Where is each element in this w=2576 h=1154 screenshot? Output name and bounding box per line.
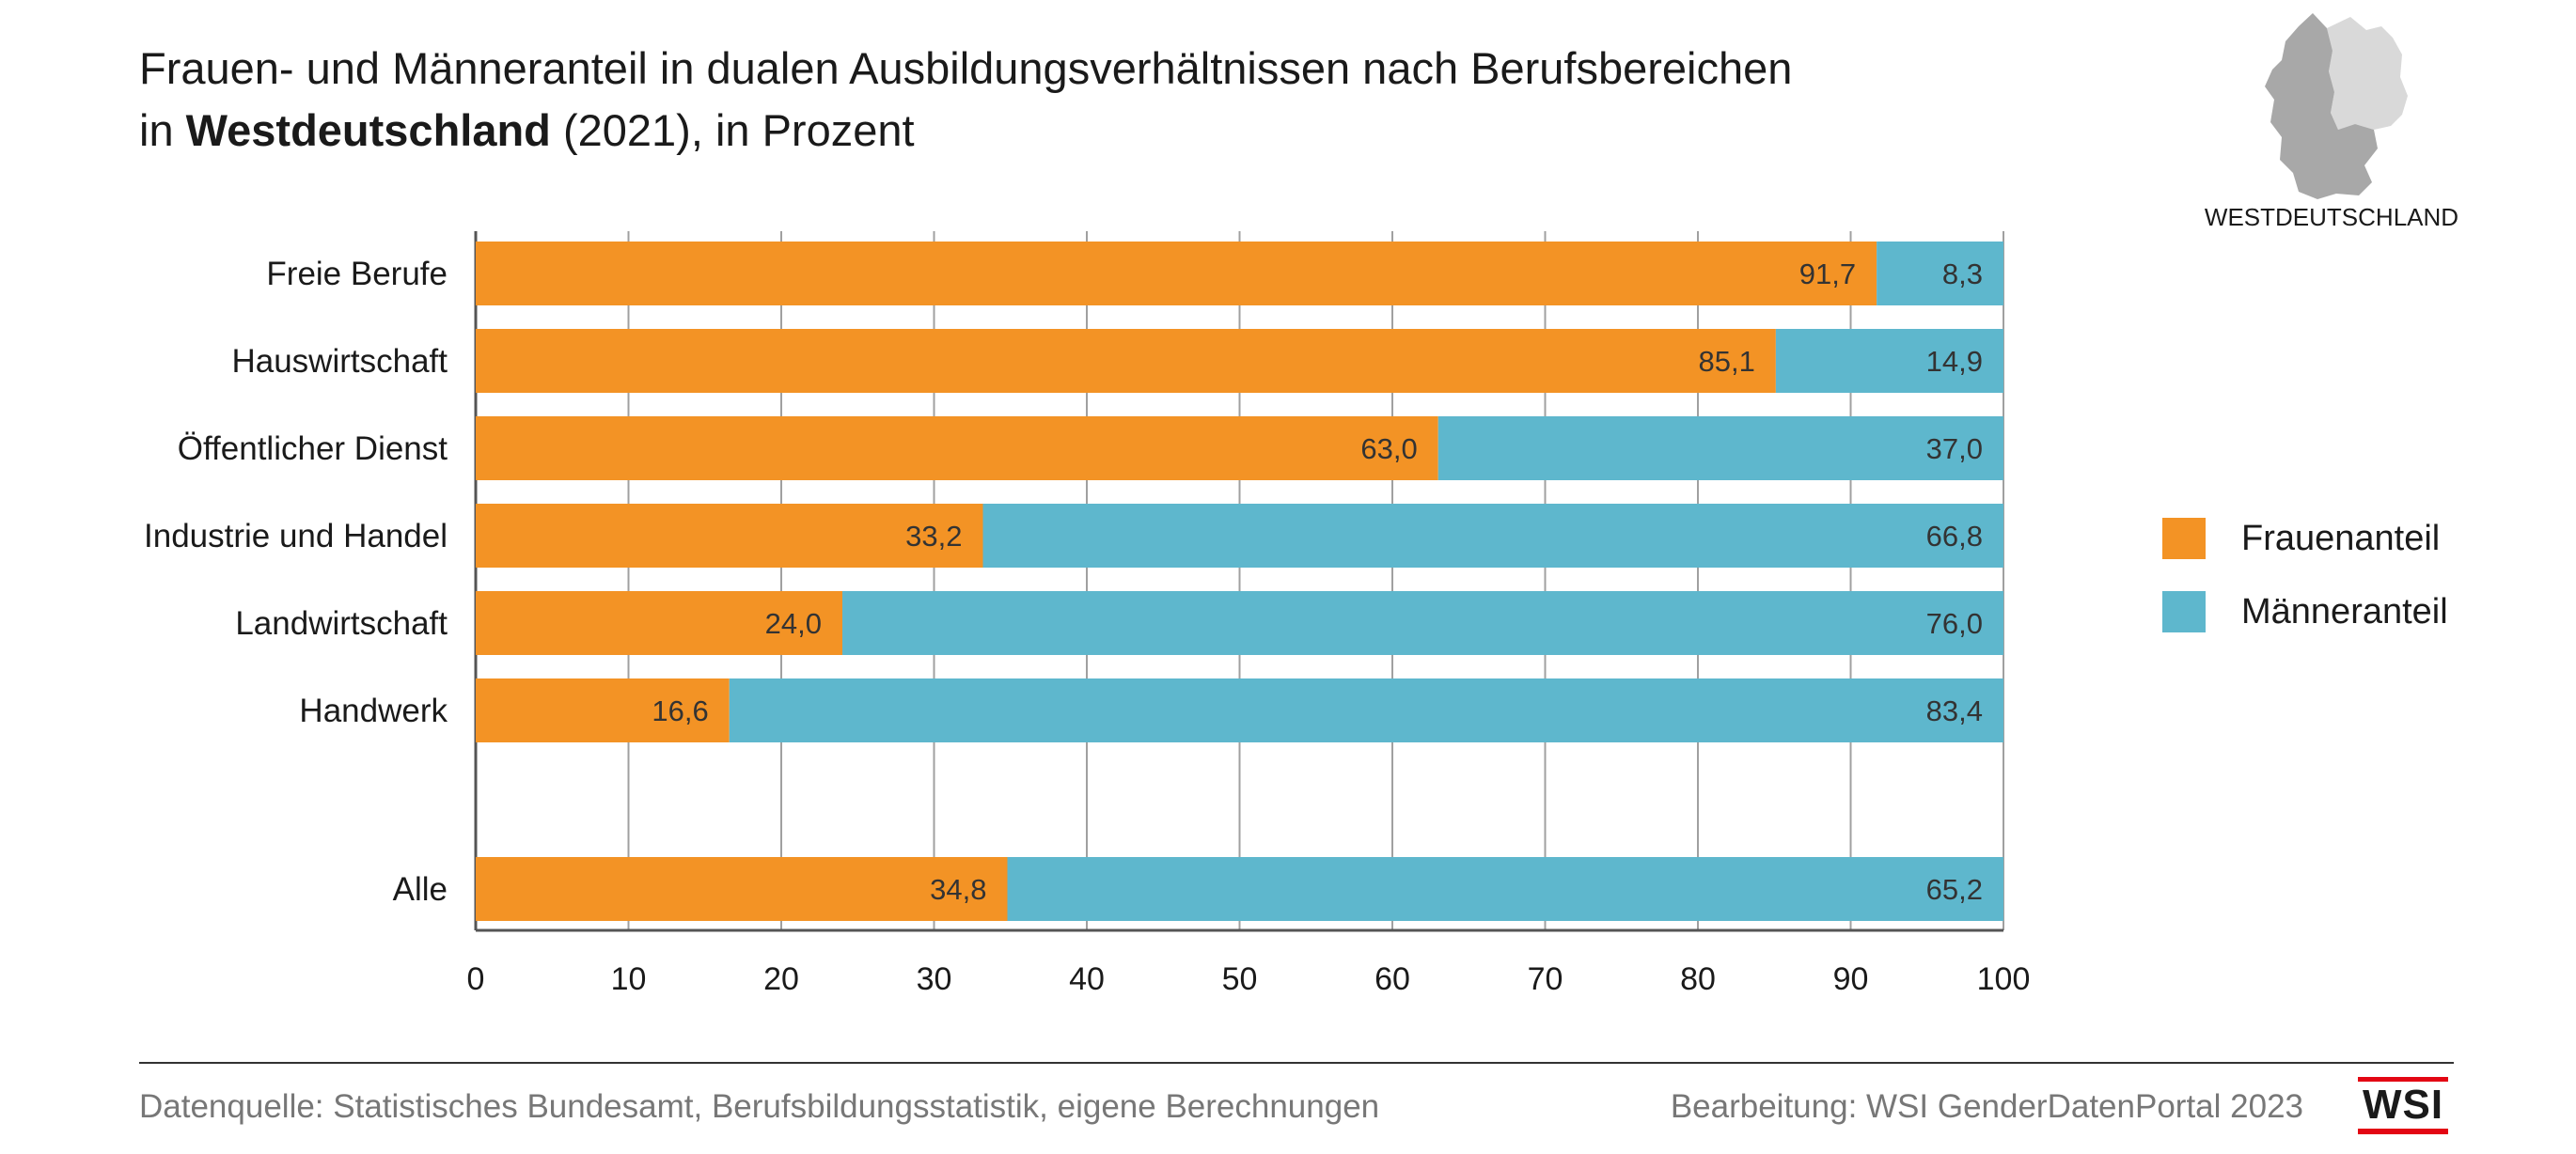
bar-segment-maenner [982, 504, 2003, 568]
credit-text: Bearbeitung: WSI GenderDatenPortal 2023 [1670, 1088, 2303, 1125]
x-tick-label: 40 [1069, 961, 1105, 997]
category-label: Freie Berufe [266, 256, 448, 292]
chart-title: Frauen- und Männeranteil in dualen Ausbi… [139, 38, 1792, 162]
bar-segment-maenner [842, 591, 2003, 655]
x-tick-label: 20 [763, 961, 799, 997]
wsi-logo-bottom-bar [2358, 1129, 2448, 1134]
title-line-1: Frauen- und Männeranteil in dualen Ausbi… [139, 43, 1793, 93]
category-label: Landwirtschaft [235, 605, 448, 642]
category-label: Alle [393, 871, 448, 908]
wsi-logo: WSI [2358, 1077, 2448, 1137]
x-tick-label: 100 [1977, 961, 2031, 997]
title-suffix: (2021), in Prozent [550, 105, 915, 155]
map-label: WESTDEUTSCHLAND [2204, 203, 2459, 231]
data-label: 16,6 [652, 694, 708, 727]
footer-divider [139, 1062, 2454, 1064]
legend-label-maenner: Männeranteil [2241, 591, 2448, 632]
legend-label-frauen: Frauenanteil [2241, 518, 2441, 558]
title-region: Westdeutschland [185, 105, 551, 155]
legend-swatch-frauen [2162, 518, 2206, 559]
bar-segment-maenner [1775, 329, 2003, 393]
data-label: 8,3 [1942, 257, 1983, 290]
category-label: Industrie und Handel [144, 518, 448, 554]
legend-item-maenner: Männeranteil [2162, 588, 2448, 635]
title-line-2: in Westdeutschland (2021), in Prozent [139, 100, 1792, 162]
bar-segment-maenner [1437, 416, 2003, 480]
data-label: 65,2 [1926, 873, 1983, 906]
data-label: 37,0 [1926, 432, 1983, 465]
bar-segment-frauen [476, 678, 730, 742]
wsi-logo-top-bar [2358, 1077, 2448, 1082]
data-label: 83,4 [1926, 694, 1983, 727]
x-tick-label: 10 [611, 961, 647, 997]
bar-segment-maenner [729, 678, 2003, 742]
x-tick-label: 80 [1680, 961, 1716, 997]
germany-map-icon [2265, 13, 2408, 199]
data-label: 66,8 [1926, 520, 1983, 553]
x-tick-label: 70 [1528, 961, 1563, 997]
data-label: 85,1 [1699, 345, 1755, 378]
map-east-region [2327, 17, 2408, 130]
data-label: 63,0 [1360, 432, 1417, 465]
data-label: 91,7 [1799, 257, 1856, 290]
bar-segment-frauen [476, 242, 1877, 305]
data-label: 33,2 [905, 520, 962, 553]
bar-segment-frauen [476, 504, 983, 568]
data-label: 24,0 [765, 607, 822, 640]
data-label: 76,0 [1926, 607, 1983, 640]
bar-segment-maenner [1877, 242, 2003, 305]
data-source: Datenquelle: Statistisches Bundesamt, Be… [139, 1088, 1380, 1125]
bar-segment-frauen [476, 591, 842, 655]
category-label: Öffentlicher Dienst [178, 430, 448, 467]
x-tick-label: 50 [1222, 961, 1258, 997]
category-label: Hauswirtschaft [231, 343, 448, 380]
x-tick-label: 30 [917, 961, 952, 997]
wsi-logo-text: WSI [2362, 1082, 2444, 1128]
legend: Frauenanteil Männeranteil [2162, 515, 2448, 662]
legend-swatch-maenner [2162, 591, 2206, 632]
x-tick-label: 60 [1374, 961, 1410, 997]
x-tick-label: 90 [1833, 961, 1869, 997]
bar-segment-frauen [476, 416, 1438, 480]
data-label: 14,9 [1926, 345, 1983, 378]
bar-segment-frauen [476, 329, 1776, 393]
map-west-region [2265, 13, 2378, 199]
bar-segment-frauen [476, 857, 1008, 921]
legend-item-frauen: Frauenanteil [2162, 515, 2448, 562]
data-label: 34,8 [930, 873, 986, 906]
title-prefix: in [139, 105, 186, 155]
category-label: Handwerk [299, 693, 448, 729]
bar-segment-maenner [1007, 857, 2003, 921]
x-tick-label: 0 [467, 961, 485, 997]
